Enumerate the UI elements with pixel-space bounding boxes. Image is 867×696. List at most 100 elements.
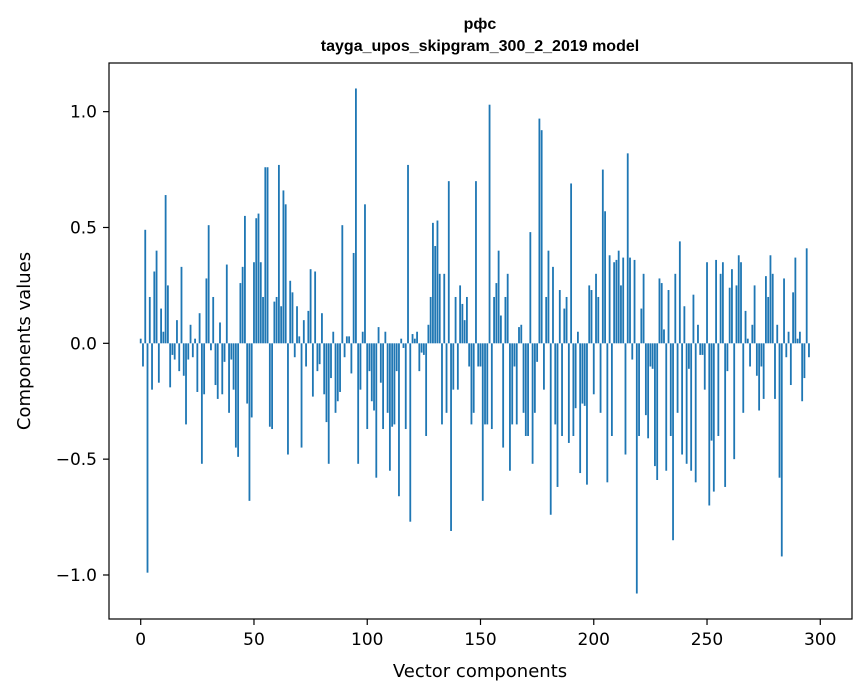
bar — [631, 343, 634, 360]
bar — [509, 343, 511, 471]
bar — [712, 343, 715, 492]
bar — [142, 343, 144, 367]
bar — [350, 343, 353, 374]
bar — [287, 343, 289, 455]
bar — [502, 343, 505, 448]
bar — [246, 343, 249, 404]
bar — [255, 218, 258, 344]
bar — [769, 255, 772, 344]
bar — [778, 343, 781, 478]
bar — [592, 343, 595, 395]
bar — [735, 285, 738, 344]
bar — [477, 343, 480, 367]
bar — [461, 303, 464, 344]
bar — [561, 343, 563, 436]
bar — [284, 204, 287, 344]
y-tick-label: −1.0 — [56, 566, 97, 586]
bar — [563, 308, 566, 344]
bar — [715, 259, 717, 344]
bar — [196, 343, 199, 392]
bar — [669, 343, 672, 436]
bar — [606, 343, 609, 483]
bar — [166, 285, 169, 344]
bar — [577, 331, 579, 344]
bar — [493, 296, 495, 344]
bar — [443, 273, 446, 344]
bar — [234, 343, 237, 448]
bar — [529, 232, 532, 344]
bar — [189, 324, 192, 344]
bar — [792, 292, 795, 344]
bar — [783, 278, 785, 344]
bar — [219, 322, 221, 344]
bar — [191, 343, 194, 358]
bar — [651, 343, 654, 369]
bar — [264, 167, 267, 344]
bar — [515, 343, 518, 425]
bar — [803, 343, 806, 379]
bar — [513, 343, 516, 367]
bar — [556, 343, 559, 487]
bar — [309, 269, 312, 344]
bar — [223, 343, 226, 362]
bar — [459, 285, 462, 344]
bar — [228, 343, 230, 413]
bars-group — [139, 88, 810, 594]
y-axis-label: Components values — [14, 252, 35, 430]
bar — [740, 262, 742, 344]
bar — [780, 343, 783, 557]
bar — [148, 296, 151, 344]
bar — [620, 285, 622, 344]
bar — [490, 343, 493, 430]
bar — [146, 343, 149, 573]
bar — [565, 296, 568, 344]
bar — [400, 338, 403, 344]
bar — [382, 343, 384, 430]
bar — [658, 278, 661, 344]
bar — [441, 343, 443, 425]
bar — [495, 283, 498, 344]
bar — [697, 324, 699, 344]
bar — [321, 313, 323, 344]
x-tick-label: 100 — [351, 630, 383, 650]
y-tick-label: 1.0 — [70, 103, 97, 123]
chart-subtitle: tayga_upos_skipgram_300_2_2019 model — [321, 38, 639, 55]
bar — [334, 343, 337, 413]
bar — [244, 215, 246, 344]
bar — [694, 343, 697, 483]
bar — [771, 273, 774, 344]
bar — [533, 343, 536, 413]
bar — [737, 255, 740, 344]
bar — [798, 331, 801, 344]
bar — [481, 343, 484, 501]
bar — [678, 241, 681, 344]
bar — [626, 153, 629, 344]
bar — [774, 343, 776, 399]
bar — [289, 280, 292, 344]
y-tick-label: 0.0 — [70, 334, 97, 354]
bar — [429, 296, 432, 344]
bar — [422, 343, 425, 355]
bar — [332, 331, 335, 344]
bar — [472, 343, 475, 413]
bar — [601, 169, 604, 344]
bar — [731, 269, 733, 344]
bar — [153, 271, 156, 344]
bar — [558, 290, 561, 344]
bar — [323, 343, 326, 395]
bar — [640, 308, 643, 344]
bar — [733, 343, 736, 460]
bar — [649, 343, 652, 367]
bar — [336, 343, 339, 402]
bar — [298, 336, 301, 344]
bar — [468, 343, 471, 367]
bar — [314, 271, 317, 344]
bar — [724, 343, 727, 487]
bar — [685, 343, 688, 464]
bar — [595, 273, 597, 344]
bar — [726, 343, 729, 372]
bar — [373, 343, 375, 411]
bar — [139, 338, 142, 344]
bar — [311, 343, 314, 397]
